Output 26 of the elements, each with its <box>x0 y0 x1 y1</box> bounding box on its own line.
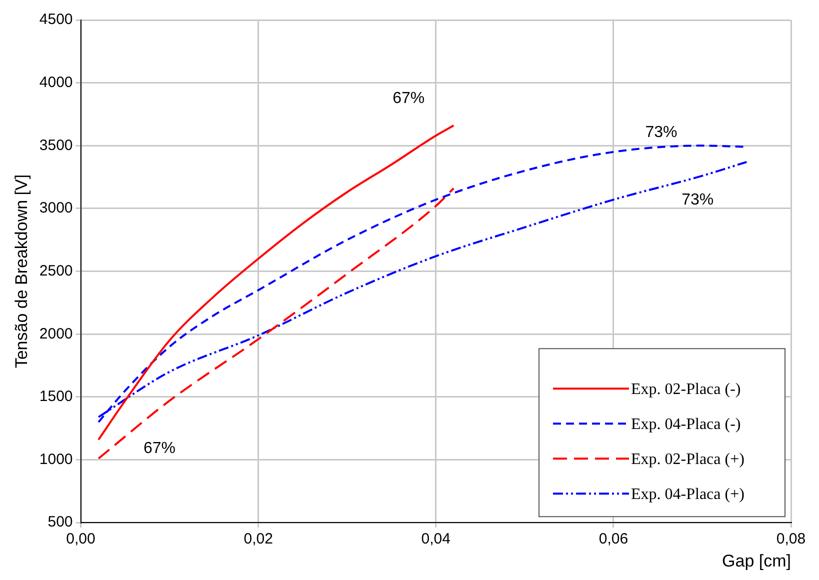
x-tick-label: 0,00 <box>66 530 96 548</box>
x-tick-label: 0,02 <box>244 530 273 548</box>
annotation: 67% <box>392 90 425 107</box>
x-tick-label: 0,08 <box>776 530 806 548</box>
y-tick-label: 2500 <box>39 262 73 280</box>
legend-label: Exp. 02-Placa (-) <box>631 380 741 398</box>
y-tick-label: 500 <box>48 514 73 531</box>
legend-label: Exp. 04-Placa (+) <box>631 486 744 503</box>
line-series <box>98 187 455 460</box>
y-tick-label: 3500 <box>39 136 73 154</box>
legend-label: Exp. 04-Placa (-) <box>631 416 741 433</box>
y-tick-label: 2000 <box>39 325 73 342</box>
y-axis-title: Tensão de Breakdown [V] <box>12 174 31 368</box>
y-tick-label: 3000 <box>39 200 73 217</box>
y-tick-label: 1000 <box>39 450 73 468</box>
annotation: 67% <box>144 440 176 457</box>
x-axis-title: Gap [cm] <box>722 551 791 570</box>
annotation: 73% <box>682 191 714 208</box>
y-tick-label: 1500 <box>39 388 73 406</box>
x-tick-label: 0,06 <box>598 530 628 548</box>
y-tick-label: 4500 <box>39 11 73 28</box>
legend-label: Exp. 02-Placa (+) <box>631 450 744 468</box>
x-tick-label: 0,04 <box>421 530 450 548</box>
line-series <box>98 124 455 441</box>
y-tick-label: 4000 <box>39 74 73 91</box>
annotation: 73% <box>645 124 678 142</box>
